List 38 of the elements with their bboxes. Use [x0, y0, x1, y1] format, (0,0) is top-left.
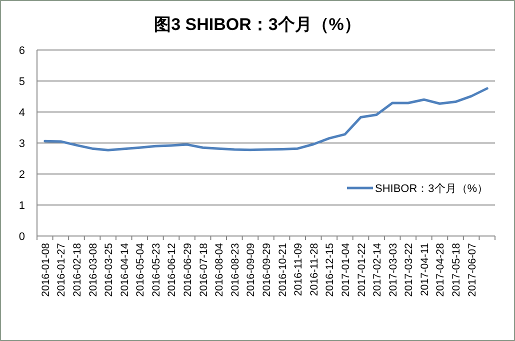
y-tick-label: 6: [18, 45, 25, 57]
x-tick-label: 2016-09-09: [245, 242, 258, 297]
x-tick-label: 2016-10-21: [276, 242, 289, 297]
x-tick-label: 2016-12-15: [324, 242, 336, 297]
x-tick-label: 2016-08-23: [229, 242, 242, 297]
x-tick-label: 2017-01-04: [340, 242, 352, 297]
x-tick-label: 2016-03-08: [87, 242, 100, 297]
x-tick-label: 2016-11-28: [308, 242, 320, 296]
y-tick-label: 3: [18, 138, 25, 150]
x-tick-label: 2016-02-18: [71, 242, 84, 297]
x-tick-label: 2016-06-29: [182, 242, 194, 297]
x-tick-label: 2017-01-22: [356, 242, 368, 297]
x-tick-label: 2017-03-22: [403, 242, 416, 297]
x-tick-label: 2016-05-04: [134, 242, 147, 297]
x-tick-label: 2017-05-18: [450, 242, 463, 297]
x-tick-label: 2017-06-07: [466, 242, 478, 297]
chart-title: 图3 SHIBOR：3个月（%）: [154, 15, 361, 34]
x-tick-label: 2016-01-27: [56, 242, 68, 297]
y-tick-label: 2: [18, 169, 25, 181]
x-tick-label: 2016-11-09: [292, 242, 305, 296]
x-tick-label: 2016-03-25: [103, 242, 116, 297]
x-tick-label: 2017-04-28: [434, 242, 447, 297]
y-tick-label: 5: [18, 76, 25, 88]
x-tick-label: 2017-02-14: [372, 242, 384, 297]
x-tick-label: 2016-07-18: [198, 242, 210, 297]
y-tick-label: 1: [18, 200, 25, 212]
x-tick-label: 2016-01-08: [40, 242, 52, 297]
line-series: [44, 87, 488, 152]
y-tick-label: 4: [18, 107, 25, 119]
y-tick-label: 0: [18, 231, 25, 243]
x-tick-label: 2016-09-29: [261, 242, 273, 297]
x-tick-label: 2017-03-03: [387, 242, 400, 297]
x-tick-label: 2016-06-12: [166, 242, 178, 297]
x-tick-label: 2016-04-14: [118, 242, 131, 297]
x-tick-label: 2016-08-04: [214, 242, 226, 297]
x-tick-label: 2017-04-11: [418, 242, 431, 296]
legend-label: SHIBOR：3个月（%）: [375, 182, 488, 195]
x-tick-label: 2016-05-23: [150, 242, 162, 297]
